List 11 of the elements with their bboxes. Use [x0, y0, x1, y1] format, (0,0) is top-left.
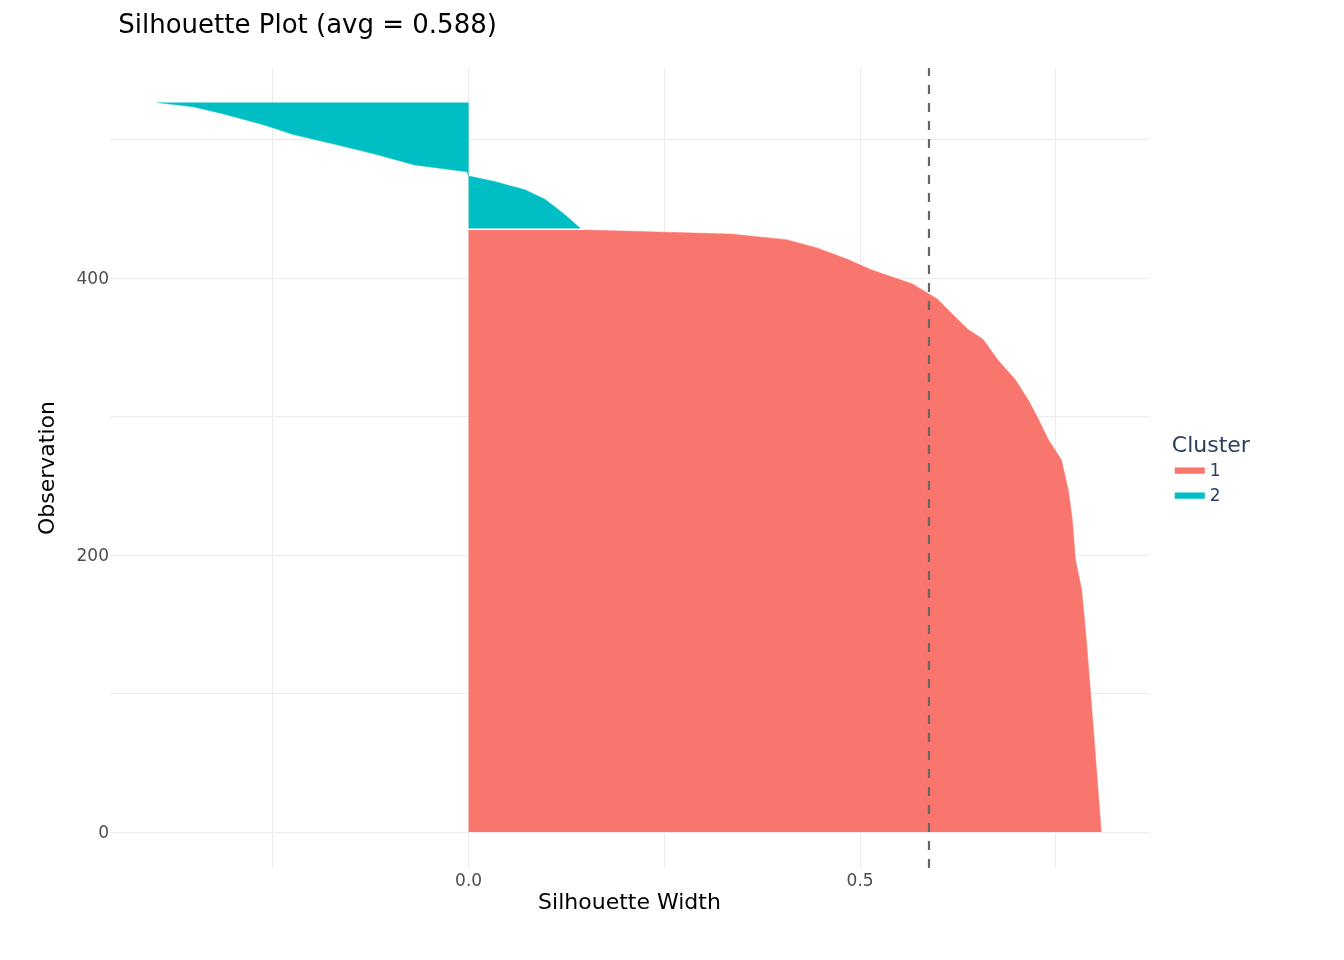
- x-tick-label: 0.5: [846, 870, 874, 890]
- y-axis-title: Observation: [34, 401, 60, 535]
- x-axis-title: Silhouette Width: [538, 888, 721, 914]
- y-tick-label: 200: [76, 545, 109, 566]
- legend-label: 2: [1209, 485, 1221, 506]
- legend-title: Cluster: [1171, 432, 1251, 458]
- y-tick-label: 0: [98, 821, 109, 842]
- y-tick-label: 400: [76, 268, 109, 289]
- legend-label: 1: [1209, 460, 1221, 481]
- chart-title: Silhouette Plot (avg = 0.588): [118, 8, 497, 39]
- x-tick-label: 0.0: [455, 870, 483, 890]
